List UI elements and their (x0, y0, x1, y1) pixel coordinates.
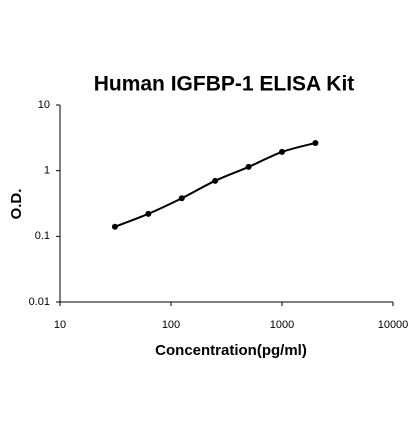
chart-title: Human IGFBP-1 ELISA Kit (94, 73, 355, 96)
point (178, 195, 185, 202)
point (212, 177, 219, 184)
y-tick-label: 0.01 (29, 296, 50, 308)
y-axis-title: O.D. (8, 189, 25, 220)
point (145, 210, 152, 217)
y-tick-label: 10 (38, 99, 50, 111)
y-tick-label: 1 (44, 165, 50, 177)
point (245, 163, 252, 170)
x-tick-label: 10000 (378, 319, 409, 331)
x-tick-label: 10 (54, 319, 66, 331)
x-tick-label: 1000 (270, 319, 294, 331)
point (312, 139, 319, 146)
point (279, 148, 285, 155)
curve (114, 142, 316, 228)
point (111, 223, 118, 230)
y-tick-label: 0.1 (35, 230, 50, 242)
x-axis-title: Concentration(pg/ml) (155, 342, 307, 359)
x-tick-label: 100 (162, 319, 180, 331)
